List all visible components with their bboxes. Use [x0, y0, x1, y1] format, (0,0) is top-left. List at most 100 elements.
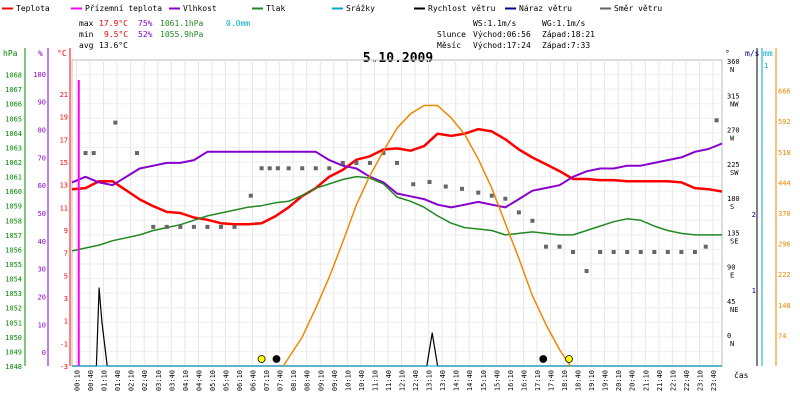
x-tick-1540: 15:40 — [493, 370, 501, 391]
legend-label-4: Srážky — [346, 4, 375, 13]
moonrise-marker — [539, 355, 548, 363]
wind-direction-dot-36 — [584, 269, 589, 274]
pressure-tick-1055: 1055 — [5, 261, 22, 269]
x-tick-2210: 22:10 — [669, 370, 677, 391]
direction-name-135: SE — [730, 237, 738, 245]
sun-tick-444: 444 — [778, 179, 791, 187]
x-tick-2240: 22:40 — [683, 370, 691, 391]
x-tick-1440: 14:40 — [466, 370, 474, 391]
x-tick-0440: 04:40 — [195, 370, 203, 391]
sun-tick-74: 74 — [778, 332, 786, 340]
stats-max-rain: 0.0mm — [226, 19, 250, 28]
x-tick-1610: 16:10 — [507, 370, 515, 391]
humidity-tick-20: 20 — [38, 293, 46, 301]
pressure-tick-1064: 1064 — [5, 130, 22, 138]
wind-direction-dot-28 — [476, 190, 481, 195]
pressure-tick-1062: 1062 — [5, 159, 22, 167]
temperature-tick-9: 9 — [64, 227, 68, 235]
sun-tick-666: 666 — [778, 88, 791, 96]
humidity-tick-30: 30 — [38, 266, 46, 274]
legend: Teplota Přízemní teplota Vlhkost Tlak Srážky… — [2, 4, 662, 13]
legend-label-5: Rychlost větru — [428, 4, 496, 13]
series-layer — [71, 80, 723, 367]
rain-tick-1: 1 — [764, 62, 768, 70]
stats-max-temp: 17.9°C — [99, 19, 128, 28]
wind-direction-dot-16 — [300, 166, 305, 171]
wind-direction-dot-38 — [611, 249, 616, 254]
direction-tick-225: 225 — [727, 161, 740, 169]
humidity-tick-80: 80 — [38, 127, 46, 135]
wind-direction-dot-34 — [557, 244, 562, 249]
wind-direction-dot-5 — [164, 224, 169, 229]
sun-tick-222: 222 — [778, 271, 791, 279]
wind-direction-dot-23 — [395, 160, 399, 165]
series-2-line — [71, 175, 722, 252]
x-tick-0640: 06:40 — [250, 370, 258, 391]
stats-moon-rise: Východ:17:24 — [473, 41, 531, 50]
wind-direction-dot-22 — [381, 151, 386, 156]
x-tick-1710: 17:10 — [534, 370, 542, 391]
wind-direction-dot-6 — [178, 224, 183, 229]
stats-wg: WG:1.1m/s — [542, 19, 586, 28]
pressure-tick-1052: 1052 — [5, 305, 22, 313]
pressure-tick-1058: 1058 — [5, 217, 22, 225]
series-1-line — [71, 142, 723, 209]
pressure-tick-1059: 1059 — [5, 203, 22, 211]
x-tick-1940: 19:40 — [602, 370, 610, 391]
sun-tick-518: 518 — [778, 149, 791, 157]
x-tick-2110: 21:10 — [642, 370, 650, 391]
humidity-axis-label: % — [38, 49, 43, 58]
wind-direction-dot-13 — [267, 166, 272, 171]
wind-direction-dot-4 — [151, 224, 156, 229]
humidity-tick-50: 50 — [38, 210, 46, 218]
x-tick-0310: 03:10 — [155, 370, 163, 391]
pressure-tick-1068: 1068 — [5, 72, 22, 80]
wind-direction-dot-44 — [692, 249, 697, 254]
humidity-tick-40: 40 — [38, 238, 46, 246]
stats-sun-rise: Východ:06:56 — [473, 30, 531, 39]
legend-label-2: Vlhkost — [183, 4, 217, 13]
series-0-line — [71, 127, 723, 226]
x-tick-1910: 19:10 — [588, 370, 596, 391]
x-tick-2340: 23:40 — [710, 370, 718, 391]
wind-direction-dot-21 — [367, 160, 372, 165]
wind-direction-dot-25 — [427, 179, 432, 184]
stats-avg-temp: 13.6°C — [99, 41, 128, 50]
temperature-tick-7: 7 — [64, 250, 68, 258]
legend-label-6: Náraz větru — [519, 4, 572, 13]
wind-direction-dot-39 — [625, 249, 630, 254]
stats-min-temp: 9.5°C — [104, 30, 128, 39]
sunrise-marker — [257, 355, 266, 363]
wind-direction-dot-41 — [652, 249, 657, 254]
legend-label-3: Tlak — [266, 4, 285, 13]
x-tick-1840: 18:40 — [575, 370, 583, 391]
wind-direction-dot-19 — [340, 160, 345, 165]
x-tick-0540: 05:40 — [222, 370, 230, 391]
direction-name-360: N — [730, 66, 734, 74]
direction-tick-360: 360 — [727, 58, 740, 66]
stats-max-label: max — [79, 19, 94, 28]
wind-direction-dot-10 — [232, 224, 237, 229]
x-tick-0840: 08:40 — [304, 370, 312, 391]
x-axis-unit: čas — [734, 370, 749, 380]
wind-direction-dot-11 — [248, 193, 253, 198]
x-tick-0040: 00:40 — [87, 370, 95, 391]
wind-direction-dot-40 — [638, 249, 643, 254]
wind-direction-dot-8 — [205, 224, 210, 229]
legend-label-7: Směr větru — [614, 4, 662, 13]
temperature-tick-13: 13 — [60, 182, 68, 190]
pressure-tick-1060: 1060 — [5, 188, 22, 196]
x-tick-0940: 09:40 — [331, 370, 339, 391]
stats-sun-label: Slunce — [437, 30, 466, 39]
series-6-line — [282, 104, 571, 367]
wind-direction-dot-46 — [714, 118, 719, 123]
moonset-marker — [272, 355, 281, 363]
wind-direction-dot-14 — [275, 166, 280, 171]
stats-min-hum: 52% — [138, 30, 153, 39]
direction-tick-90: 90 — [727, 264, 735, 272]
temperature-tick-1: 1 — [64, 318, 68, 326]
x-tick-1210: 12:10 — [399, 370, 407, 391]
x-tick-1040: 10:40 — [358, 370, 366, 391]
x-tick-1740: 17:40 — [547, 370, 555, 391]
